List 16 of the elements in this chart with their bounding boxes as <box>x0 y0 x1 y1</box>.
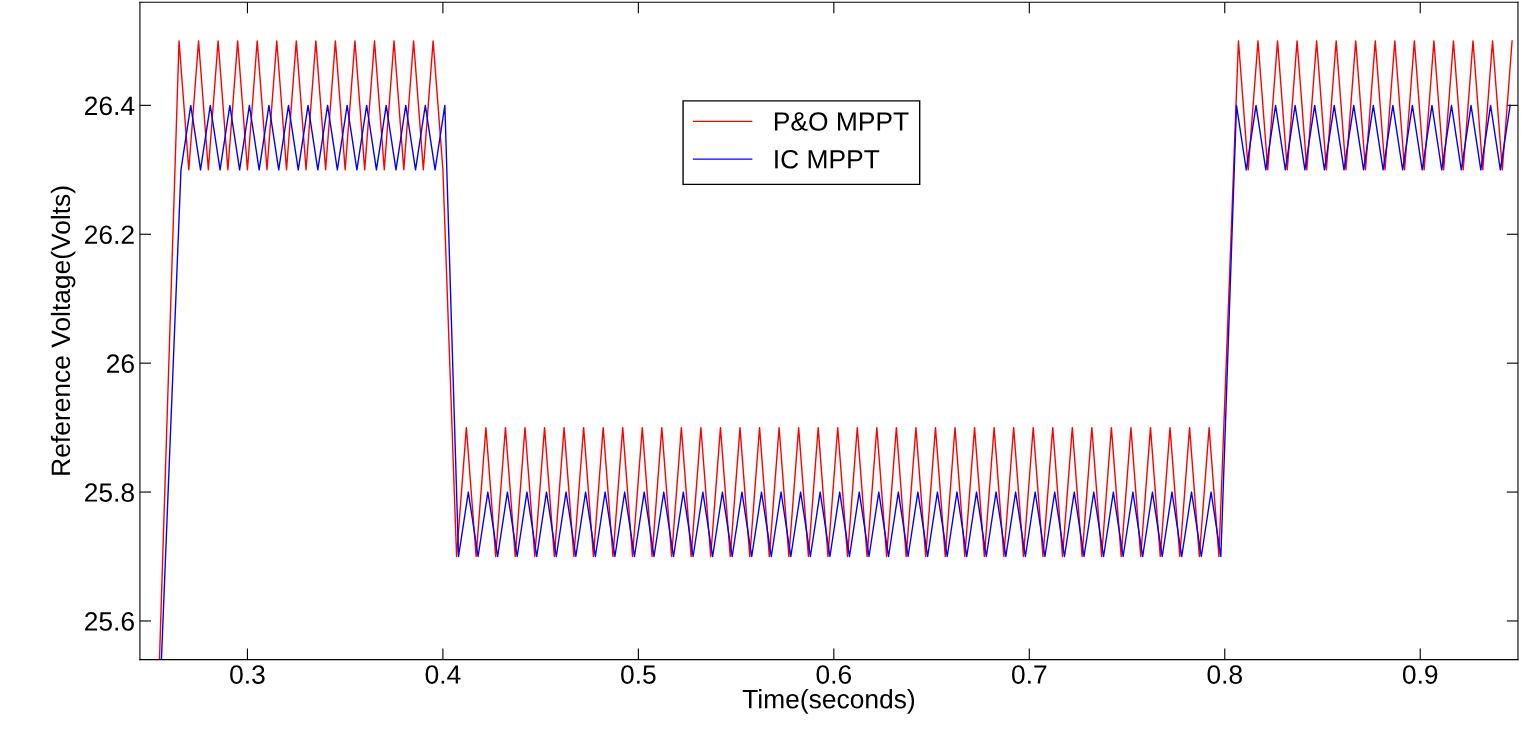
y-tick-label: 26.2 <box>85 225 134 245</box>
legend-label: P&O MPPT <box>774 112 909 131</box>
y-tick-label: 26.4 <box>85 96 135 116</box>
x-tick-label: 0.8 <box>1207 665 1242 684</box>
y-tick-label: 26 <box>107 354 134 373</box>
x-axis-title: Time(seconds) <box>742 689 915 714</box>
x-tick-label: 0.5 <box>621 665 656 684</box>
y-tick-label: 25.8 <box>85 483 134 502</box>
y-axis-title: Reference Voltage(Volts) <box>50 186 76 475</box>
x-tick-label: 0.4 <box>425 665 461 684</box>
x-tick-label: 0.3 <box>230 665 265 684</box>
legend-label: IC MPPT <box>775 149 880 169</box>
y-tick-label: 25.6 <box>85 612 134 631</box>
x-tick-label: 0.7 <box>1011 665 1047 684</box>
x-tick-label: 0.6 <box>816 665 852 684</box>
x-tick-label: 0.9 <box>1402 665 1438 684</box>
